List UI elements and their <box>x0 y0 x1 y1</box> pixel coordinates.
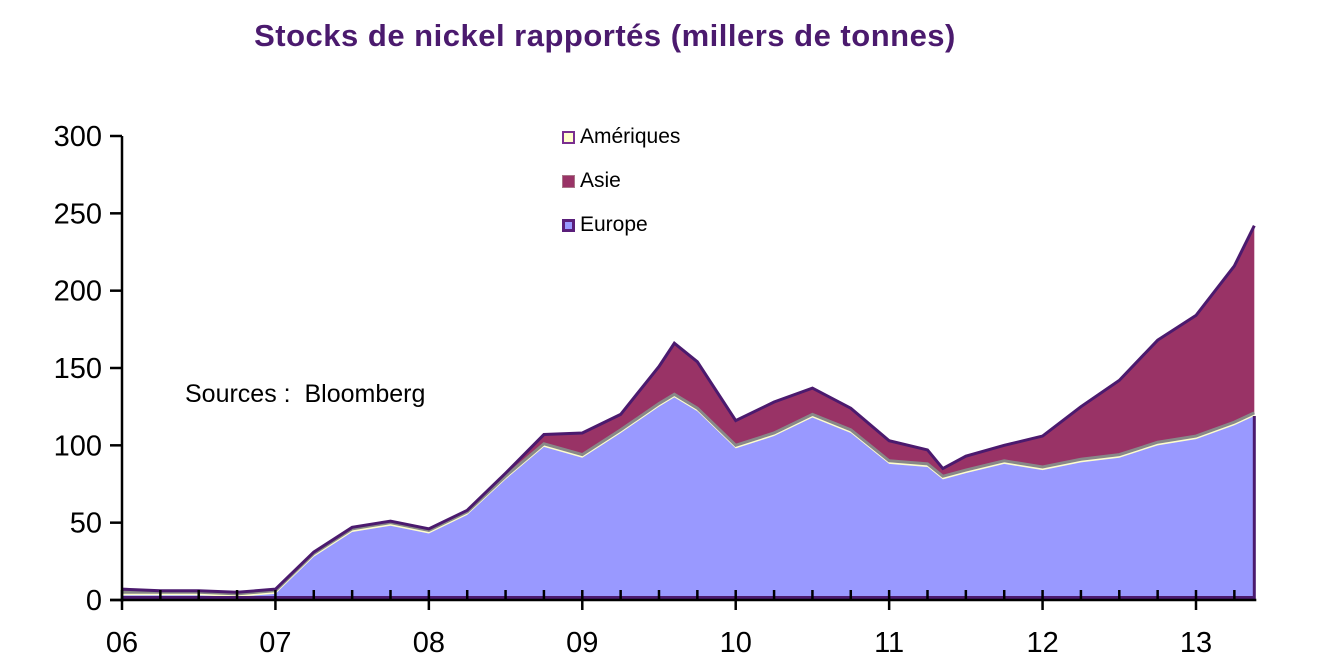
x-tick-label: 11 <box>874 627 904 659</box>
x-tick-label: 08 <box>413 627 445 659</box>
plot-areas <box>121 225 1256 600</box>
x-tick-label: 12 <box>1026 627 1058 659</box>
x-tick-label: 10 <box>720 627 752 659</box>
legend: Amériques Asie Europe <box>562 115 680 247</box>
x-axis: 06 07 08 09 10 11 12 13 <box>106 590 1257 659</box>
y-tick-label: 200 <box>54 276 102 308</box>
area-europe <box>122 397 1255 600</box>
europe-swatch-icon <box>562 218 575 232</box>
y-axis: 0 50 100 150 200 250 300 <box>54 121 124 617</box>
legend-label: Amériques <box>580 125 681 148</box>
chart-title: Stocks de nickel rapportés (millers de t… <box>254 18 956 53</box>
legend-item-europe: Europe <box>562 203 680 247</box>
y-tick-label: 100 <box>54 430 102 462</box>
y-tick-label: 50 <box>70 508 102 540</box>
legend-label: Europe <box>580 213 648 236</box>
x-tick-label: 13 <box>1180 627 1212 659</box>
legend-label: Asie <box>580 169 621 192</box>
y-tick-label: 250 <box>54 198 102 230</box>
y-tick-label: 300 <box>54 121 102 153</box>
source-note: Sources : Bloomberg <box>185 380 426 408</box>
x-tick-label: 07 <box>259 627 291 659</box>
asie-swatch-icon <box>562 174 575 188</box>
y-tick-label: 0 <box>86 585 102 617</box>
x-tick-label: 09 <box>566 627 598 659</box>
total-outline <box>121 225 1256 594</box>
legend-item-asie: Asie <box>562 159 680 203</box>
ameriques-swatch-icon <box>562 130 575 144</box>
legend-item-ameriques: Amériques <box>562 115 680 159</box>
y-tick-label: 150 <box>54 353 102 385</box>
x-tick-label: 06 <box>106 627 138 659</box>
